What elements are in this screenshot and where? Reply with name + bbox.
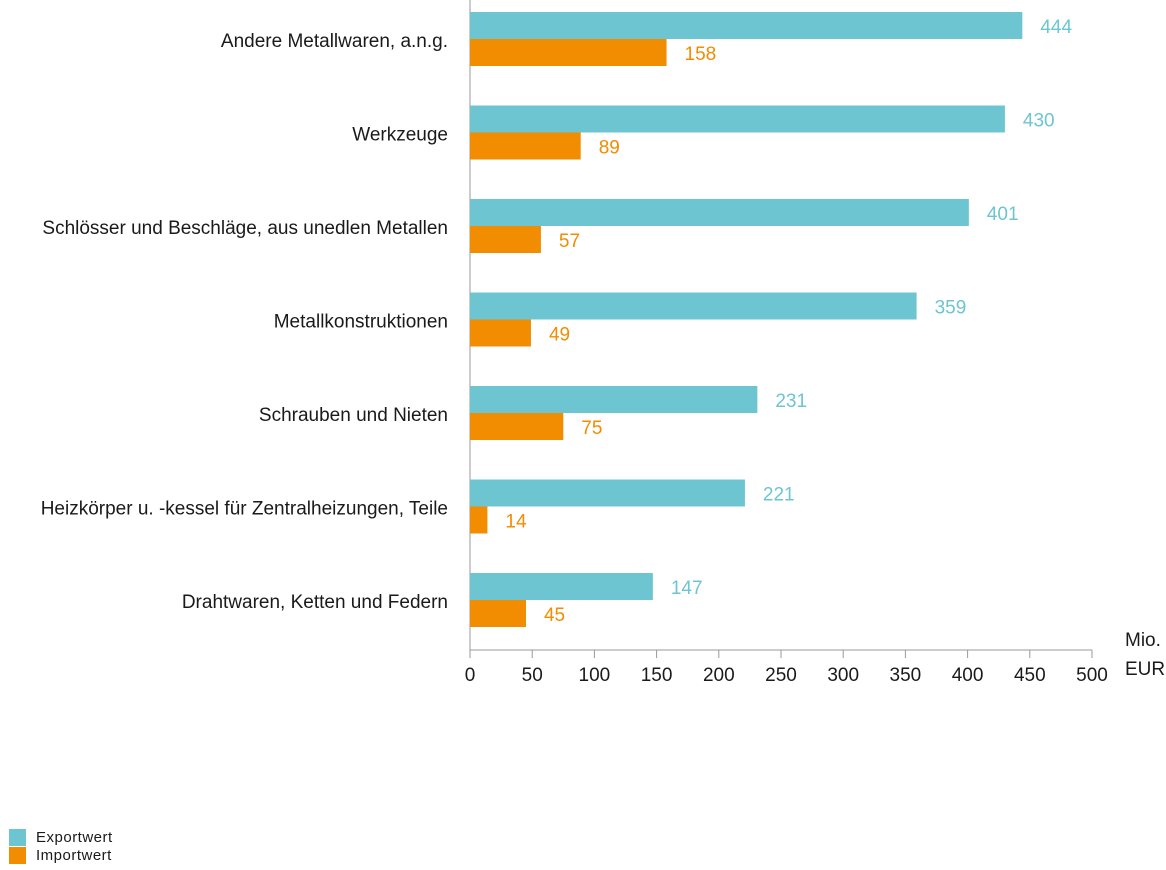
- value-label-export: 231: [775, 391, 807, 412]
- bar-export: [470, 105, 1005, 133]
- category-label: Schrauben und Nieten: [259, 405, 448, 426]
- category-label: Andere Metallwaren, a.n.g.: [221, 31, 448, 52]
- x-unit-label-line1: Mio.: [1125, 630, 1161, 651]
- value-label-export: 147: [671, 578, 703, 599]
- category-label: Metallkonstruktionen: [274, 312, 448, 333]
- bar-import: [470, 132, 581, 160]
- x-tick-label: 100: [579, 665, 611, 686]
- value-label-import: 49: [549, 325, 570, 346]
- bar-export: [470, 12, 1023, 39]
- value-label-export: 221: [763, 485, 795, 506]
- x-tick-label: 350: [890, 665, 922, 686]
- legend-swatch-export: [9, 828, 26, 846]
- x-tick-label: 500: [1076, 665, 1108, 686]
- bar-export: [470, 479, 745, 507]
- legend-label-import: Importwert: [36, 846, 112, 864]
- value-label-import: 75: [581, 418, 602, 439]
- x-tick-label: 150: [641, 665, 673, 686]
- legend-item-export: Exportwert: [9, 828, 113, 846]
- legend-item-import: Importwert: [9, 846, 113, 864]
- x-tick-label: 50: [522, 665, 543, 686]
- value-label-export: 359: [935, 298, 967, 319]
- bar-import: [470, 226, 541, 253]
- x-tick-label: 300: [827, 665, 859, 686]
- bar-import: [470, 600, 526, 627]
- bars: [470, 12, 1023, 627]
- x-tick-label: 250: [765, 665, 797, 686]
- value-label-import: 89: [599, 138, 620, 159]
- value-label-export: 430: [1023, 111, 1055, 132]
- legend-swatch-import: [9, 846, 26, 864]
- bar-import: [470, 506, 488, 534]
- value-label-import: 45: [544, 605, 565, 626]
- value-label-import: 57: [559, 231, 580, 252]
- category-label: Schlösser und Beschläge, aus unedlen Met…: [42, 218, 448, 239]
- bar-export: [470, 199, 969, 226]
- bar-import: [470, 39, 667, 66]
- x-unit-label-line2: EUR: [1125, 659, 1165, 680]
- x-tick-label: 200: [703, 665, 735, 686]
- x-tick-label: 450: [1014, 665, 1046, 686]
- bar-export: [470, 573, 653, 600]
- category-label: Werkzeuge: [352, 125, 448, 146]
- category-label: Heizkörper u. -kessel für Zentralheizung…: [41, 499, 448, 520]
- legend: Exportwert Importwert: [9, 828, 113, 864]
- value-label-export: 401: [987, 204, 1019, 225]
- x-tick-label: 400: [952, 665, 984, 686]
- category-label: Drahtwaren, Ketten und Federn: [182, 592, 448, 613]
- bar-export: [470, 386, 758, 413]
- legend-label-export: Exportwert: [36, 828, 113, 846]
- bar-import: [470, 413, 564, 440]
- value-label-import: 158: [685, 44, 717, 65]
- bar-export: [470, 292, 917, 320]
- x-tick-label: 0: [465, 665, 476, 686]
- value-label-import: 14: [505, 512, 527, 533]
- labels: 0 50 100 150 200 250 300 350 400 450 500 Andere Met…: [41, 17, 1108, 686]
- bar-import: [470, 319, 531, 347]
- value-label-export: 444: [1040, 17, 1072, 38]
